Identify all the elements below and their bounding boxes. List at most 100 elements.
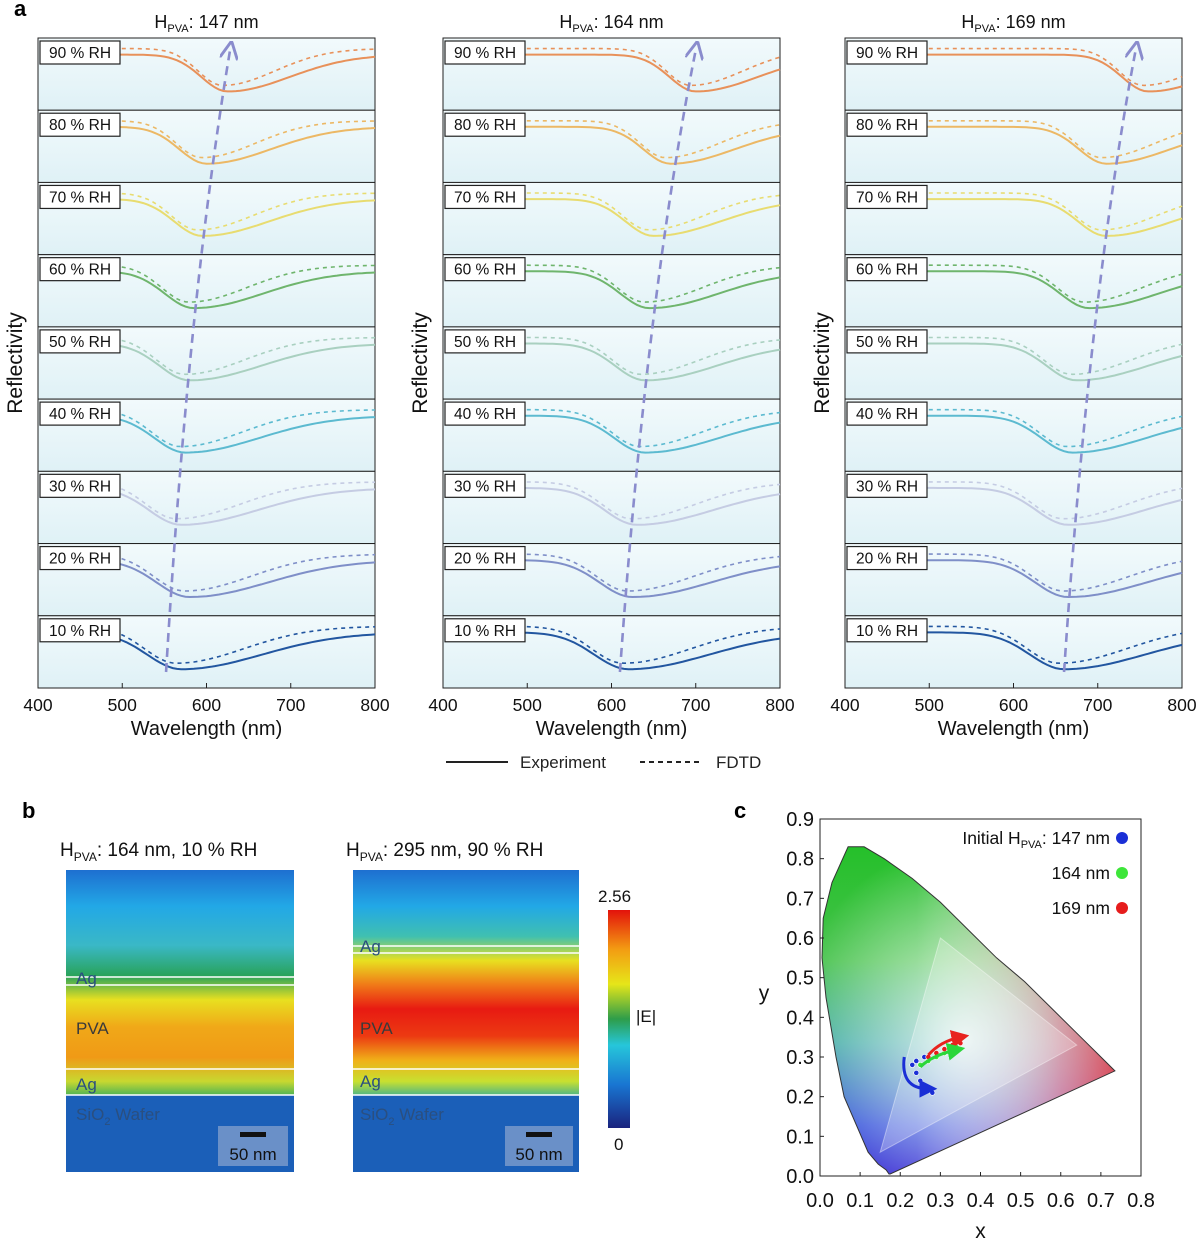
x-tick-label: 0.1	[846, 1190, 874, 1212]
y-tick-label: 0.2	[786, 1087, 814, 1109]
rh-label-box	[444, 257, 526, 282]
fdtd-curve	[518, 625, 781, 665]
rh-label-box	[39, 545, 121, 571]
rh-label: 20 % RH	[856, 551, 918, 568]
x-tick-label: 0.2	[886, 1190, 914, 1212]
rh-label: 30 % RH	[49, 478, 111, 495]
scalebar-label-2: 50 nm	[515, 1145, 562, 1164]
y-axis-label: Reflectivity	[4, 312, 27, 414]
rh-label: 80 % RH	[454, 117, 516, 134]
x-tick-label: 400	[830, 695, 859, 715]
rh-label: 60 % RH	[454, 262, 516, 279]
x-tick-label: 600	[999, 695, 1028, 715]
fdtd-curve	[920, 192, 1183, 231]
experiment-curve	[113, 488, 376, 526]
x-tick-label: 400	[23, 695, 52, 715]
colorbar-max-label: 2.56	[598, 887, 631, 906]
y-tick-label: 0.8	[786, 849, 814, 871]
fdtd-curve	[113, 192, 375, 231]
reflectivity-panel-164nm: HPVA: 164 nm Reflectivity 90 % RH 80 % RH 70…	[409, 12, 795, 740]
rh-label-box	[846, 257, 928, 282]
legend-label-164: 164 nm	[1052, 863, 1110, 883]
fdtd-curve	[113, 120, 376, 159]
rh-label: 80 % RH	[49, 117, 111, 134]
rh-label: 50 % RH	[454, 334, 516, 351]
scalebar-1	[240, 1132, 266, 1137]
colorbar-min-label: 0	[614, 1135, 623, 1154]
pva-label-1: PVA	[76, 1019, 109, 1038]
x-tick-label: 700	[1083, 695, 1112, 715]
scalebar-2	[526, 1132, 552, 1137]
cie-locus-outline	[821, 846, 1116, 1175]
field-map-2-title: HPVA: 295 nm, 90 % RH	[346, 840, 543, 864]
rh-label: 40 % RH	[49, 406, 111, 423]
rh-label: 90 % RH	[454, 45, 516, 62]
colorbar	[608, 910, 630, 1128]
rh-label: 90 % RH	[856, 45, 918, 62]
x-tick-label: 700	[276, 695, 305, 715]
rh-label: 60 % RH	[49, 262, 111, 279]
x-tick-label: 0.3	[926, 1190, 954, 1212]
data-point-169nm	[949, 1042, 956, 1048]
fdtd-curve	[920, 120, 1183, 159]
x-tick-label: 600	[597, 695, 626, 715]
experiment-curve	[113, 125, 376, 165]
title-sub: PVA	[572, 23, 594, 35]
ag-top-label-2: Ag	[360, 937, 381, 956]
rh-label-box	[39, 184, 121, 210]
rh-label: 20 % RH	[49, 551, 111, 568]
ag-bottom-label-2: Ag	[360, 1072, 381, 1091]
experiment-curve	[518, 198, 781, 237]
experiment-curve	[920, 414, 1183, 454]
fdtd-curve	[920, 625, 1183, 665]
rh-label: 20 % RH	[454, 551, 516, 568]
fdtd-curve	[518, 264, 781, 303]
experiment-curve	[920, 631, 1183, 671]
rh-label: 10 % RH	[454, 623, 516, 640]
x-tick-label: 500	[915, 695, 944, 715]
wafer-label-1: SiO2 Wafer	[76, 1105, 160, 1128]
rh-label-box	[846, 545, 928, 571]
y-tick-label: 0.3	[786, 1047, 814, 1069]
line-legend: Experiment FDTD	[446, 753, 761, 772]
fdtd-curve	[518, 336, 781, 376]
y-axis-label: Reflectivity	[409, 312, 432, 414]
rh-label: 40 % RH	[856, 406, 918, 423]
rh-label: 40 % RH	[454, 406, 516, 423]
fdtd-curve	[518, 120, 781, 159]
fdtd-curve	[920, 553, 1183, 592]
data-point-147nm	[913, 1069, 920, 1076]
rh-label: 70 % RH	[49, 189, 111, 206]
rh-label: 80 % RH	[856, 117, 918, 134]
y-tick-label: 0.9	[786, 809, 814, 831]
rh-label-box	[444, 401, 526, 426]
rh-label-box	[846, 618, 928, 643]
experiment-curve	[113, 561, 376, 599]
legend-marker-164	[1116, 867, 1128, 879]
fdtd-curve	[920, 47, 1183, 87]
experiment-curve	[113, 53, 376, 93]
pva-label-2: PVA	[360, 1019, 393, 1038]
rh-label: 10 % RH	[49, 623, 111, 640]
rh-label: 70 % RH	[856, 189, 918, 206]
y-tick-label: 0.1	[786, 1126, 814, 1148]
srgb-gamut-triangle	[879, 937, 1078, 1154]
rh-label-box	[444, 112, 526, 137]
field-map-1-title: HPVA: 164 nm, 10 % RH	[60, 840, 257, 864]
legend-marker-169	[1116, 902, 1128, 914]
fdtd-curve	[920, 408, 1183, 448]
fdtd-curve	[518, 408, 781, 448]
legend-experiment-label: Experiment	[520, 753, 606, 772]
experiment-curve	[920, 198, 1183, 237]
rh-label-box	[39, 618, 121, 643]
title-sub: PVA	[974, 23, 996, 35]
experiment-curve	[113, 343, 376, 382]
experiment-curve	[518, 559, 781, 599]
rh-label-box	[846, 401, 928, 426]
x-axis-label: Wavelength (nm)	[536, 718, 688, 740]
y-axis-label: Reflectivity	[811, 312, 834, 414]
x-tick-label: 0.8	[1127, 1190, 1155, 1212]
x-tick-label: 500	[513, 695, 542, 715]
legend-sub: PVA	[1021, 839, 1043, 851]
